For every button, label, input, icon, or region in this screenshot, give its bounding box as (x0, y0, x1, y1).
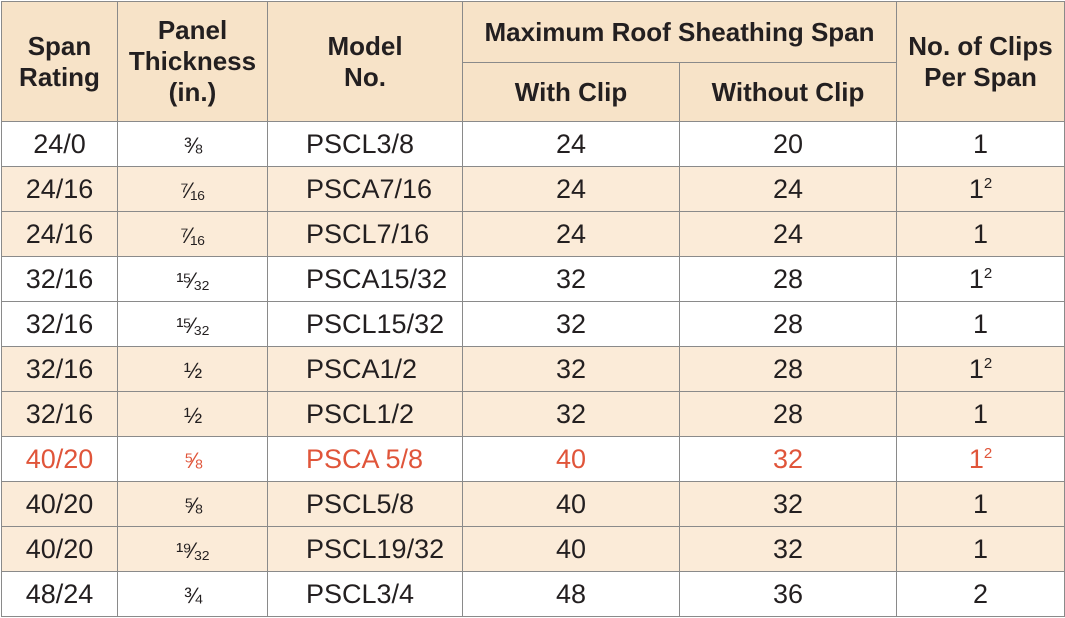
table-row: 40/20 ¹⁹⁄₃₂ PSCL19/32 40 32 1 (1, 526, 1065, 572)
without-clip-cell: 20 (679, 121, 897, 167)
model-number-cell: PSCL3/4 (267, 571, 463, 617)
header-with-clip: With Clip (462, 62, 680, 122)
model-number-cell: PSCL19/32 (267, 526, 463, 572)
with-clip-cell: 32 (462, 391, 680, 437)
model-number-cell: PSCA7/16 (267, 166, 463, 212)
without-clip-cell: 32 (679, 526, 897, 572)
clips-per-span-cell: 12 (896, 256, 1065, 302)
table-row: 24/0 ⅜ PSCL3/8 24 20 1 (1, 121, 1065, 167)
with-clip-cell: 32 (462, 256, 680, 302)
with-clip-cell: 24 (462, 166, 680, 212)
without-clip-cell: 32 (679, 481, 897, 527)
model-number-cell: PSCA15/32 (267, 256, 463, 302)
header-max-roof-span: Maximum Roof Sheathing Span (462, 1, 897, 63)
span-rating-cell: 48/24 (1, 571, 118, 617)
without-clip-cell: 28 (679, 346, 897, 392)
with-clip-cell: 40 (462, 481, 680, 527)
model-number-cell: PSCL5/8 (267, 481, 463, 527)
panel-thickness-cell: ¹⁹⁄₃₂ (117, 526, 268, 572)
panel-thickness-cell: ½ (117, 391, 268, 437)
table-row: 24/16 ⁷⁄₁₆ PSCL7/16 24 24 1 (1, 211, 1065, 257)
model-number-cell: PSCA1/2 (267, 346, 463, 392)
span-rating-cell: 32/16 (1, 391, 118, 437)
clips-per-span-cell: 12 (896, 346, 1065, 392)
clips-per-span-cell: 2 (896, 571, 1065, 617)
without-clip-cell: 32 (679, 436, 897, 482)
with-clip-cell: 48 (462, 571, 680, 617)
panel-thickness-cell: ⅜ (117, 121, 268, 167)
table-row: 32/16 ½ PSCL1/2 32 28 1 (1, 391, 1065, 437)
table-row: 32/16 ½ PSCA1/2 32 28 12 (1, 346, 1065, 392)
footnote-marker: 2 (983, 354, 993, 372)
footnote-marker: 2 (983, 444, 993, 462)
clips-per-span-cell: 12 (896, 436, 1065, 482)
panel-thickness-cell: ¾ (117, 571, 268, 617)
span-rating-cell: 32/16 (1, 301, 118, 347)
clips-per-span-cell: 1 (896, 301, 1065, 347)
clips-per-span-cell: 1 (896, 526, 1065, 572)
clips-per-span-cell: 1 (896, 211, 1065, 257)
with-clip-cell: 40 (462, 436, 680, 482)
panel-thickness-cell: ⁷⁄₁₆ (117, 211, 268, 257)
panel-thickness-cell: ¹⁵⁄₃₂ (117, 256, 268, 302)
table-row: 32/16 ¹⁵⁄₃₂ PSCA15/32 32 28 12 (1, 256, 1065, 302)
span-rating-cell: 32/16 (1, 346, 118, 392)
with-clip-cell: 32 (462, 346, 680, 392)
model-number-cell: PSCL15/32 (267, 301, 463, 347)
table-body: 24/0 ⅜ PSCL3/8 24 20 1 24/16 ⁷⁄₁₆ PSCA7/16 24 24 12… (1, 121, 1065, 617)
span-rating-cell: 24/16 (1, 211, 118, 257)
panel-thickness-cell: ⅝ (117, 436, 268, 482)
model-number-cell: PSCL1/2 (267, 391, 463, 437)
clips-per-span-cell: 12 (896, 166, 1065, 212)
panel-thickness-cell: ½ (117, 346, 268, 392)
without-clip-cell: 36 (679, 571, 897, 617)
header-model-no: Model No. (267, 1, 463, 122)
clips-per-span-cell: 1 (896, 121, 1065, 167)
span-rating-cell: 40/20 (1, 526, 118, 572)
without-clip-cell: 28 (679, 256, 897, 302)
without-clip-cell: 24 (679, 166, 897, 212)
with-clip-cell: 32 (462, 301, 680, 347)
with-clip-cell: 40 (462, 526, 680, 572)
clips-per-span-cell: 1 (896, 391, 1065, 437)
header-clips-per-span: No. of Clips Per Span (896, 1, 1065, 122)
span-rating-cell: 40/20 (1, 436, 118, 482)
panel-thickness-cell: ¹⁵⁄₃₂ (117, 301, 268, 347)
span-rating-cell: 40/20 (1, 481, 118, 527)
table-row: 40/20 ⅝ PSCL5/8 40 32 1 (1, 481, 1065, 527)
table-row: 48/24 ¾ PSCL3/4 48 36 2 (1, 571, 1065, 617)
header-panel-thickness: Panel Thickness (in.) (117, 1, 268, 122)
clips-per-span-cell: 1 (896, 481, 1065, 527)
footnote-marker: 2 (983, 264, 993, 282)
model-number-cell: PSCL7/16 (267, 211, 463, 257)
table-row: 32/16 ¹⁵⁄₃₂ PSCL15/32 32 28 1 (1, 301, 1065, 347)
span-rating-cell: 24/0 (1, 121, 118, 167)
without-clip-cell: 24 (679, 211, 897, 257)
with-clip-cell: 24 (462, 121, 680, 167)
model-number-cell: PSCA 5/8 (267, 436, 463, 482)
without-clip-cell: 28 (679, 301, 897, 347)
span-rating-cell: 24/16 (1, 166, 118, 212)
footnote-marker: 2 (983, 174, 993, 192)
table-header: Span Rating Panel Thickness (in.) Model … (1, 1, 1065, 122)
without-clip-cell: 28 (679, 391, 897, 437)
table-row: 40/20 ⅝ PSCA 5/8 40 32 12 (1, 436, 1065, 482)
header-span-rating: Span Rating (1, 1, 118, 122)
header-without-clip: Without Clip (679, 62, 897, 122)
panel-thickness-cell: ⅝ (117, 481, 268, 527)
with-clip-cell: 24 (462, 211, 680, 257)
span-rating-cell: 32/16 (1, 256, 118, 302)
panel-thickness-cell: ⁷⁄₁₆ (117, 166, 268, 212)
table-row: 24/16 ⁷⁄₁₆ PSCA7/16 24 24 12 (1, 166, 1065, 212)
model-number-cell: PSCL3/8 (267, 121, 463, 167)
